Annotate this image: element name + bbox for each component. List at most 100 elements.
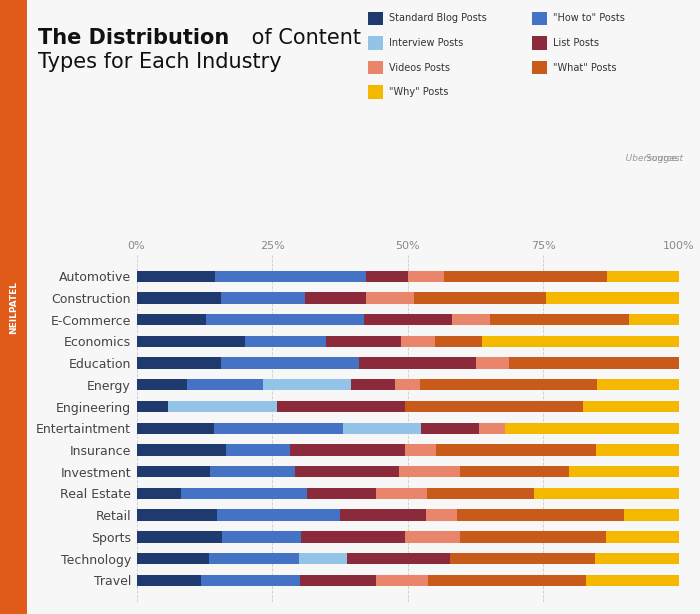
Bar — [326, 336, 401, 347]
Text: List Posts: List Posts — [553, 38, 599, 48]
Bar — [421, 379, 597, 391]
Bar — [405, 401, 583, 412]
Bar — [340, 510, 426, 521]
Bar — [262, 379, 351, 391]
Bar — [569, 466, 679, 477]
Bar — [421, 422, 479, 434]
Bar — [606, 531, 679, 543]
Bar — [136, 422, 214, 434]
Bar — [187, 379, 262, 391]
Bar — [596, 445, 679, 456]
Bar — [221, 292, 305, 303]
Bar — [365, 271, 407, 282]
Bar — [136, 575, 201, 586]
Bar — [365, 292, 414, 303]
Text: Ubersuggest: Ubersuggest — [594, 154, 682, 163]
Text: Videos Posts: Videos Posts — [389, 63, 449, 72]
Bar — [363, 314, 452, 325]
Bar — [376, 488, 427, 499]
Bar — [300, 553, 347, 564]
Bar — [209, 466, 295, 477]
Text: of Content: of Content — [245, 28, 361, 48]
Bar — [490, 314, 629, 325]
Text: Standard Blog Posts: Standard Blog Posts — [389, 14, 486, 23]
Text: The Distribution: The Distribution — [38, 28, 230, 48]
Bar — [307, 488, 376, 499]
Bar — [435, 336, 482, 347]
Bar — [452, 314, 490, 325]
Bar — [136, 357, 221, 369]
Bar — [624, 510, 679, 521]
Bar — [444, 271, 607, 282]
Bar — [405, 531, 460, 543]
Bar — [245, 336, 326, 347]
Bar — [136, 553, 209, 564]
Bar — [450, 553, 594, 564]
Bar — [594, 553, 679, 564]
Bar — [290, 445, 405, 456]
Bar — [547, 292, 679, 303]
Bar — [221, 357, 358, 369]
Bar — [401, 336, 435, 347]
Bar — [136, 510, 216, 521]
Bar — [398, 466, 460, 477]
Bar — [206, 314, 363, 325]
Bar — [607, 271, 679, 282]
Text: Types for Each Industry: Types for Each Industry — [38, 52, 282, 72]
Bar — [477, 357, 509, 369]
Bar — [216, 510, 340, 521]
Bar — [181, 488, 307, 499]
Bar — [405, 445, 437, 456]
Bar — [136, 379, 187, 391]
Bar — [509, 357, 679, 369]
Text: NEILPATEL: NEILPATEL — [9, 281, 18, 333]
Text: "How to" Posts: "How to" Posts — [553, 14, 625, 23]
Bar — [583, 401, 679, 412]
Bar — [427, 488, 534, 499]
Bar — [136, 336, 245, 347]
Text: "Why" Posts: "Why" Posts — [389, 87, 448, 97]
Bar — [479, 422, 505, 434]
Bar — [597, 379, 679, 391]
Bar — [358, 357, 477, 369]
Bar — [505, 422, 679, 434]
Bar — [136, 466, 209, 477]
Bar — [136, 271, 215, 282]
Bar — [437, 445, 596, 456]
Bar — [226, 445, 290, 456]
Bar — [214, 422, 343, 434]
Bar — [136, 488, 181, 499]
Bar — [136, 531, 222, 543]
Bar — [426, 510, 457, 521]
Bar — [534, 488, 679, 499]
Text: Interview Posts: Interview Posts — [389, 38, 463, 48]
Bar — [301, 531, 405, 543]
Bar — [407, 271, 444, 282]
Bar — [376, 575, 428, 586]
Bar — [136, 445, 226, 456]
Bar — [215, 271, 365, 282]
Bar — [460, 466, 569, 477]
Bar — [460, 531, 606, 543]
Bar — [414, 292, 547, 303]
Bar — [136, 401, 169, 412]
Text: "What" Posts: "What" Posts — [553, 63, 617, 72]
Bar — [295, 466, 398, 477]
Bar — [209, 553, 300, 564]
Text: Source:: Source: — [645, 154, 682, 163]
Bar — [428, 575, 586, 586]
Bar — [629, 314, 679, 325]
Bar — [136, 292, 221, 303]
Bar — [395, 379, 421, 391]
Bar — [586, 575, 679, 586]
Bar — [136, 314, 206, 325]
Bar — [169, 401, 277, 412]
Bar — [222, 531, 301, 543]
Bar — [351, 379, 395, 391]
Bar — [300, 575, 376, 586]
Bar — [201, 575, 300, 586]
Bar — [482, 336, 679, 347]
Bar — [343, 422, 421, 434]
Bar — [347, 553, 450, 564]
Bar — [457, 510, 624, 521]
